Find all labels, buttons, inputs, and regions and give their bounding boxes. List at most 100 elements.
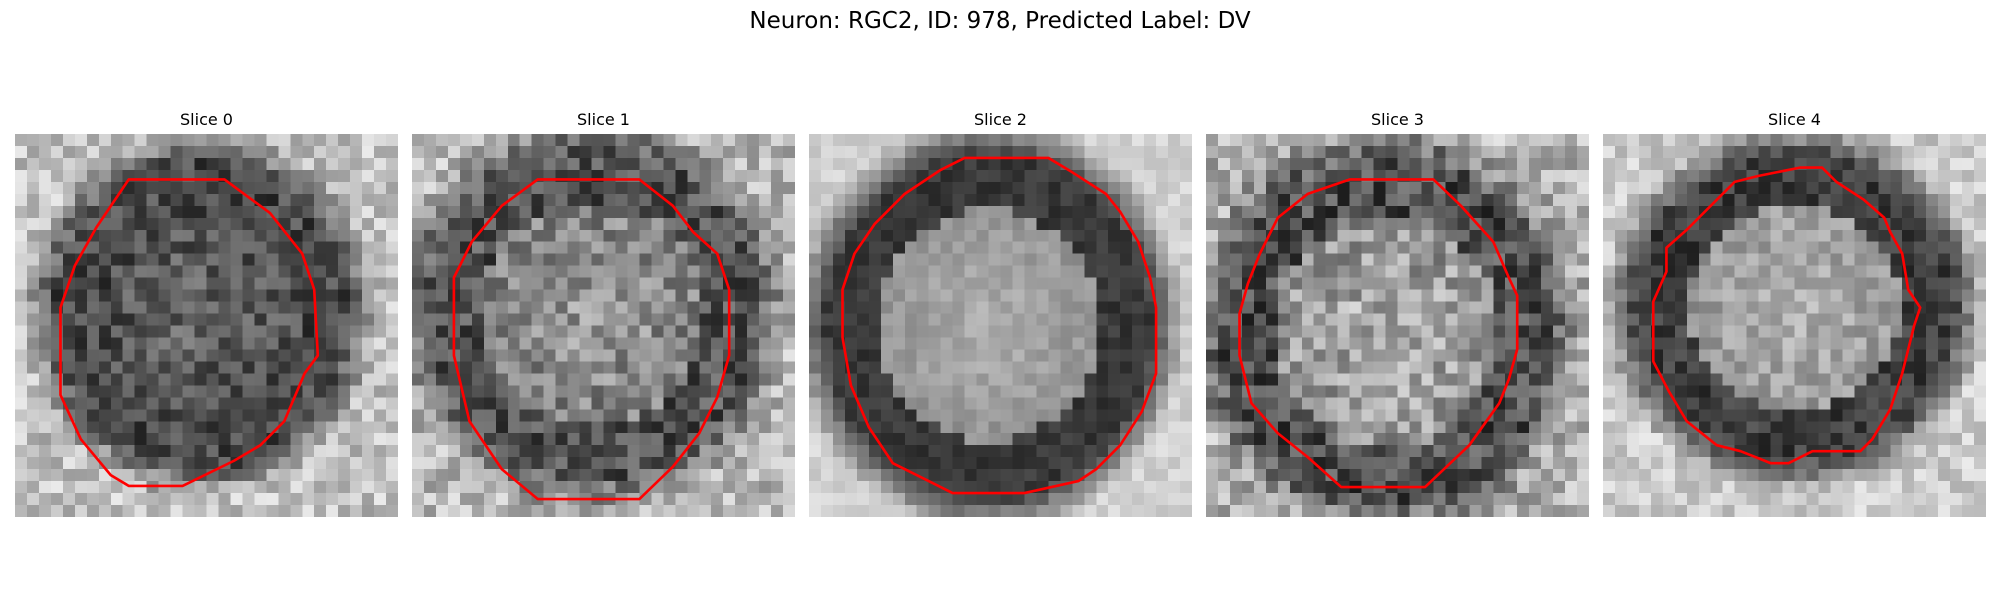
image-pixel (747, 193, 760, 207)
image-pixel (1349, 493, 1362, 506)
image-pixel (1674, 265, 1688, 278)
image-pixel (687, 505, 700, 517)
image-pixel (603, 181, 616, 195)
image-pixel (1156, 277, 1169, 290)
image-pixel (988, 397, 1001, 410)
image-pixel (1577, 193, 1589, 207)
image-pixel (15, 337, 28, 350)
image-pixel (1686, 385, 1699, 398)
image-pixel (1734, 301, 1747, 314)
image-pixel (182, 397, 195, 410)
image-pixel (1206, 421, 1219, 434)
image-pixel (230, 409, 243, 422)
image-pixel (1878, 349, 1891, 362)
image-pixel (1325, 349, 1338, 362)
image-pixel (1120, 169, 1133, 183)
image-pixel (1638, 205, 1652, 219)
image-pixel (1206, 397, 1219, 410)
slice-panel-3: Slice 3 (1206, 110, 1589, 517)
image-pixel (880, 397, 894, 410)
image-pixel (1072, 373, 1085, 386)
image-pixel (374, 505, 387, 517)
image-pixel (471, 241, 485, 254)
image-pixel (1313, 337, 1326, 350)
image-pixel (98, 493, 111, 506)
image-pixel (771, 325, 784, 338)
image-pixel (483, 385, 497, 398)
image-pixel (1746, 241, 1759, 254)
image-pixel (326, 349, 339, 362)
image-pixel (579, 481, 592, 494)
image-pixel (158, 134, 171, 147)
image-pixel (338, 337, 351, 350)
image-pixel (699, 433, 712, 446)
image-pixel (1217, 241, 1231, 254)
image-pixel (110, 217, 123, 230)
image-pixel (1156, 433, 1169, 446)
image-pixel (110, 134, 123, 147)
image-pixel (543, 241, 556, 254)
image-pixel (1445, 253, 1458, 266)
image-pixel (567, 469, 580, 482)
image-pixel (579, 229, 592, 242)
image-pixel (194, 397, 207, 410)
image-pixel (278, 337, 291, 350)
image-pixel (495, 337, 508, 350)
image-pixel (110, 313, 123, 326)
image-pixel (266, 241, 279, 254)
image-pixel (254, 373, 267, 386)
image-pixel (1361, 457, 1374, 470)
image-pixel (651, 433, 664, 446)
image-pixel (567, 397, 580, 410)
image-pixel (1806, 134, 1819, 147)
image-pixel (290, 145, 303, 159)
image-pixel (723, 445, 736, 458)
image-pixel (1168, 361, 1181, 374)
image-pixel (15, 145, 28, 159)
image-pixel (1289, 361, 1302, 374)
image-pixel (423, 493, 437, 506)
image-pixel (1710, 409, 1723, 422)
image-pixel (218, 193, 231, 207)
image-pixel (723, 169, 736, 183)
image-pixel (964, 205, 977, 219)
image-pixel (447, 445, 461, 458)
image-pixel (412, 217, 425, 230)
image-pixel (1156, 241, 1169, 254)
image-pixel (1024, 157, 1037, 171)
image-pixel (302, 157, 315, 171)
image-pixel (1603, 157, 1616, 171)
image-pixel (699, 349, 712, 362)
image-pixel (1421, 421, 1434, 434)
image-pixel (952, 421, 965, 434)
image-pixel (904, 421, 917, 434)
image-pixel (170, 409, 183, 422)
image-pixel (350, 457, 363, 470)
image-pixel (699, 481, 712, 494)
image-pixel (423, 217, 437, 230)
image-pixel (1902, 445, 1915, 458)
image-pixel (759, 134, 772, 147)
image-pixel (1698, 301, 1711, 314)
image-pixel (1229, 433, 1243, 446)
image-pixel (435, 325, 449, 338)
image-pixel (651, 265, 664, 278)
image-pixel (1914, 169, 1927, 183)
image-pixel (1854, 169, 1867, 183)
image-pixel (471, 409, 485, 422)
soma-contour (452, 178, 731, 501)
image-pixel (1890, 325, 1903, 338)
image-pixel (1024, 205, 1037, 219)
image-pixel (1457, 265, 1470, 278)
image-pixel (820, 421, 834, 434)
image-pixel (1000, 217, 1013, 230)
image-pixel (1180, 337, 1192, 350)
image-pixel (1060, 325, 1073, 338)
image-pixel (412, 469, 425, 482)
image-pixel (783, 277, 795, 290)
image-pixel (1698, 385, 1711, 398)
image-pixel (471, 457, 485, 470)
image-pixel (1337, 193, 1350, 207)
image-pixel (615, 157, 628, 171)
image-pixel (507, 361, 520, 374)
